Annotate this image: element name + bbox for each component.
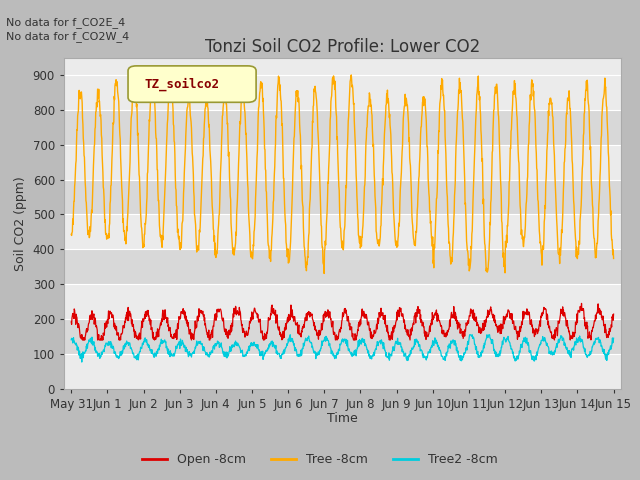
Bar bbox=[64, 75, 621, 110]
Bar bbox=[64, 145, 621, 180]
Legend: Open -8cm, Tree -8cm, Tree2 -8cm: Open -8cm, Tree -8cm, Tree2 -8cm bbox=[137, 448, 503, 471]
Bar bbox=[64, 249, 621, 284]
X-axis label: Time: Time bbox=[327, 412, 358, 425]
Bar bbox=[64, 215, 621, 249]
Text: TZ_soilco2: TZ_soilco2 bbox=[145, 77, 220, 91]
Bar bbox=[64, 319, 621, 354]
Bar bbox=[64, 180, 621, 215]
Y-axis label: Soil CO2 (ppm): Soil CO2 (ppm) bbox=[14, 176, 27, 271]
Title: Tonzi Soil CO2 Profile: Lower CO2: Tonzi Soil CO2 Profile: Lower CO2 bbox=[205, 38, 480, 56]
Text: No data for f_CO2E_4: No data for f_CO2E_4 bbox=[6, 17, 125, 28]
Bar bbox=[64, 110, 621, 145]
Text: No data for f_CO2W_4: No data for f_CO2W_4 bbox=[6, 31, 130, 42]
Bar bbox=[64, 284, 621, 319]
Bar bbox=[64, 354, 621, 389]
FancyBboxPatch shape bbox=[128, 66, 256, 102]
